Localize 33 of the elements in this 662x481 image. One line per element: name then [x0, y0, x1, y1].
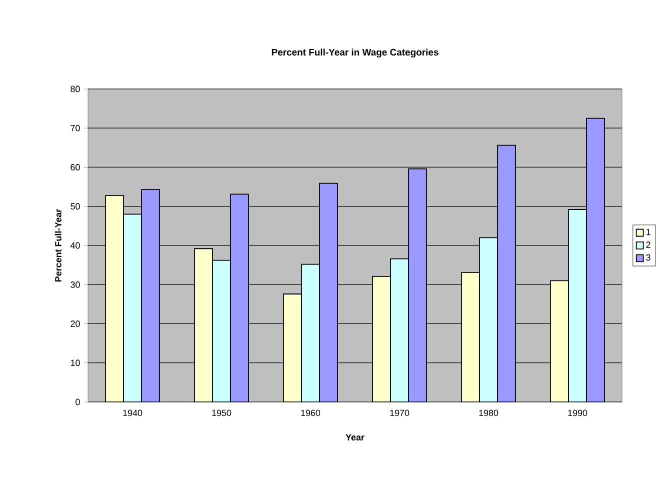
- y-tick-label: 20: [70, 320, 80, 327]
- bar: [141, 189, 160, 402]
- bar: [230, 194, 249, 402]
- x-axis-title: Year: [346, 434, 364, 440]
- bar: [194, 248, 213, 402]
- y-axis-title: Percent Full-Year: [54, 208, 62, 282]
- bar: [372, 276, 391, 402]
- x-tick-label: 1990: [568, 410, 588, 416]
- y-tick-label: 80: [70, 86, 80, 92]
- y-tick-label: 40: [70, 242, 80, 249]
- y-tick-label: 30: [70, 281, 80, 288]
- bar: [105, 194, 124, 402]
- chart-title: Percent Full-Year in Wage Categories: [272, 48, 438, 58]
- x-tick-label: 1940: [123, 410, 142, 416]
- y-tick-label: 10: [70, 360, 80, 366]
- x-tick-label: 1950: [212, 410, 232, 416]
- y-tick-label: 50: [70, 203, 80, 210]
- legend-label: 2: [646, 242, 650, 248]
- bar: [586, 118, 605, 402]
- legend-label: 1: [646, 228, 650, 236]
- y-tick-label: 70: [70, 124, 80, 132]
- x-tick-label: 1960: [301, 410, 320, 416]
- bar: [408, 168, 427, 402]
- bar: [461, 272, 480, 402]
- bar: [283, 294, 302, 402]
- x-tick-label: 1980: [479, 410, 498, 416]
- bar: [550, 280, 569, 402]
- legend-label: 3: [646, 254, 650, 261]
- x-tick-label: 1970: [390, 410, 410, 416]
- bar: [497, 144, 516, 402]
- bar: [319, 182, 338, 402]
- y-tick-label: 60: [70, 164, 80, 170]
- y-tick-label: 0: [76, 398, 80, 406]
